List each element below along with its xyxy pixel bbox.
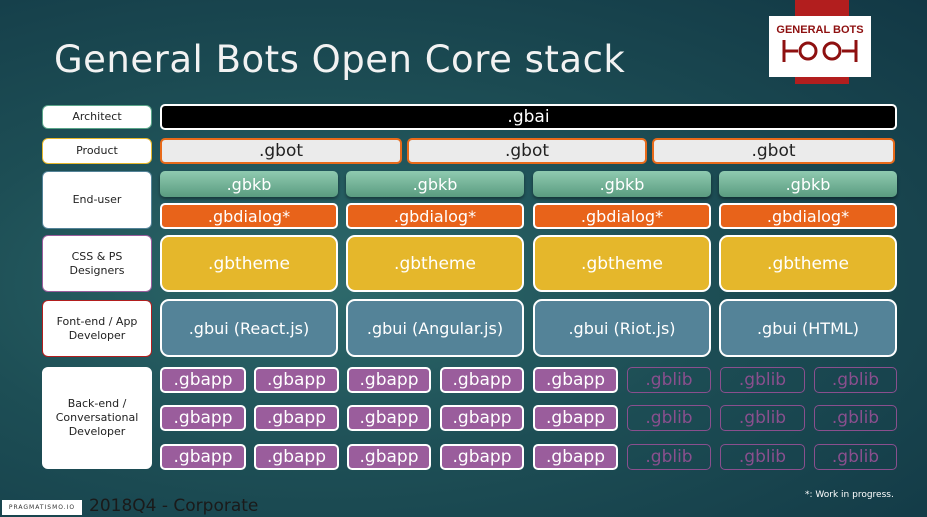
role-label: Architect [42, 105, 152, 129]
gbtheme-block: .gbtheme [160, 235, 338, 292]
general-bots-logo: GENERAL BOTS [769, 16, 871, 77]
gbapp-block: .gbapp [160, 444, 246, 470]
gblib-block: .gblib [720, 444, 805, 470]
gbdialog-block: .gbdialog* [160, 203, 338, 229]
role-label: Font-end / App Developer [42, 300, 152, 357]
role-label: End-user [42, 171, 152, 229]
gbtheme-block: .gbtheme [719, 235, 897, 292]
gbapp-block: .gbapp [160, 367, 246, 393]
logo-text: GENERAL BOTS [776, 24, 864, 36]
gblib-block: .gblib [720, 367, 805, 393]
gbapp-block: .gbapp [533, 405, 618, 431]
gbdialog-block: .gbdialog* [346, 203, 524, 229]
gbot-block: .gbot [407, 138, 647, 164]
gbkb-block: .gbkb [719, 171, 897, 197]
gbtheme-block: .gbtheme [533, 235, 711, 292]
gbdialog-block: .gbdialog* [719, 203, 897, 229]
gbkb-block: .gbkb [346, 171, 524, 197]
gbapp-block: .gbapp [254, 444, 339, 470]
gbapp-block: .gbapp [254, 367, 339, 393]
gblib-block: .gblib [720, 405, 805, 431]
gbapp-block: .gbapp [347, 405, 431, 431]
gbot-block: .gbot [160, 138, 402, 164]
gbapp-block: .gbapp [347, 367, 431, 393]
gblib-block: .gblib [627, 444, 711, 470]
gbapp-block: .gbapp [160, 405, 246, 431]
gbapp-block: .gbapp [440, 444, 524, 470]
gblib-block: .gblib [814, 444, 897, 470]
role-label: CSS & PS Designers [42, 235, 152, 292]
gbapp-block: .gbapp [533, 444, 618, 470]
gears-icon [782, 40, 858, 62]
gbapp-block: .gbapp [347, 444, 431, 470]
footnote: *: Work in progress. [805, 490, 894, 500]
gbkb-block: .gbkb [533, 171, 711, 197]
gblib-block: .gblib [814, 367, 897, 393]
role-label: Product [42, 138, 152, 164]
footer-text: 2018Q4 - Corporate [89, 496, 259, 516]
gbui-block: .gbui (HTML) [719, 299, 897, 357]
gbdialog-block: .gbdialog* [533, 203, 711, 229]
slide-title: General Bots Open Core stack [54, 38, 626, 81]
gbot-block: .gbot [652, 138, 895, 164]
gbapp-block: .gbapp [440, 405, 524, 431]
gblib-block: .gblib [814, 405, 897, 431]
gbkb-block: .gbkb [160, 171, 338, 197]
gblib-block: .gblib [627, 367, 711, 393]
gbui-block: .gbui (Riot.js) [533, 299, 711, 357]
gbapp-block: .gbapp [440, 367, 524, 393]
gbui-block: .gbui (Angular.js) [346, 299, 524, 357]
gbapp-block: .gbapp [533, 367, 618, 393]
gbapp-block: .gbapp [254, 405, 339, 431]
role-label: Back-end / Conversational Developer [42, 367, 152, 469]
gbui-block: .gbui (React.js) [160, 299, 338, 357]
gbai-block: .gbai [160, 104, 897, 130]
pragmatismo-logo: PRAGMATISMO.IO [2, 500, 82, 515]
gblib-block: .gblib [627, 405, 711, 431]
gbtheme-block: .gbtheme [346, 235, 524, 292]
